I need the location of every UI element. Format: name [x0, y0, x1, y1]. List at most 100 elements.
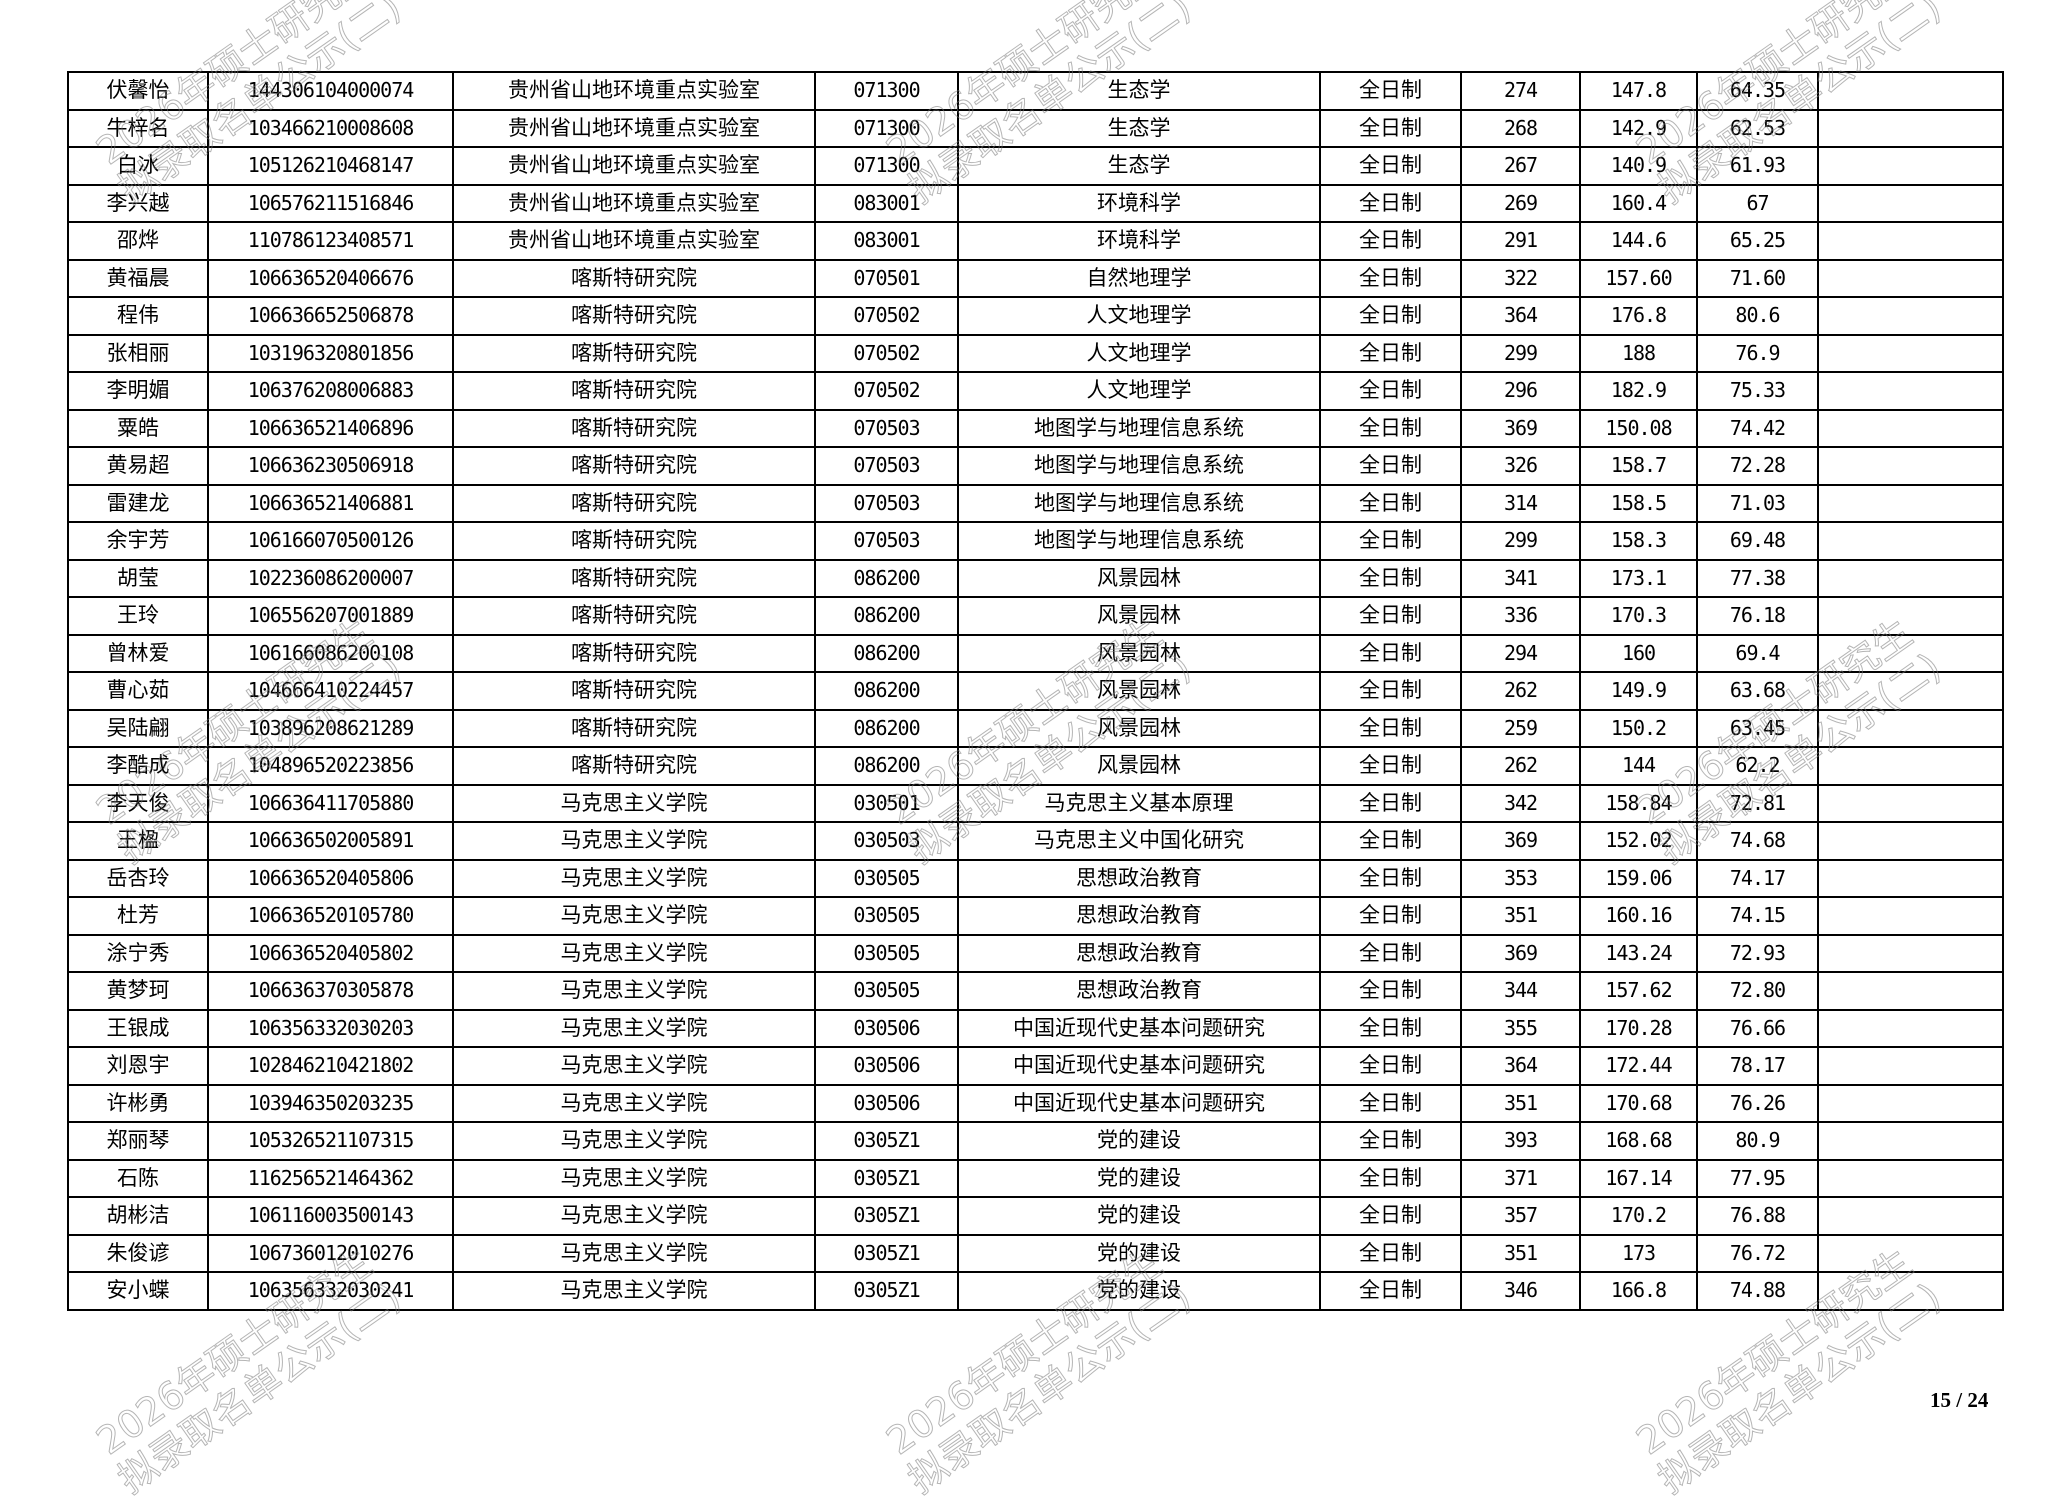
cell-remark [1817, 971, 2004, 1011]
cell-name: 李酷成 [67, 746, 209, 786]
cell-initial-score: 341 [1460, 558, 1581, 598]
cell-remark [1817, 821, 2004, 861]
cell-final-score: 76.9 [1696, 333, 1819, 373]
table-row: 黄易超 106636230506918 喀斯特研究院 070503 地图学与地理信息系统… [67, 446, 2004, 486]
cell-name: 张相丽 [67, 333, 209, 373]
cell-initial-score: 369 [1460, 933, 1581, 973]
cell-name: 安小蝶 [67, 1271, 209, 1311]
cell-major-name: 党的建设 [957, 1271, 1321, 1311]
cell-major-name: 环境科学 [957, 221, 1321, 261]
cell-major-code: 030503 [814, 821, 959, 861]
cell-remark [1817, 1196, 2004, 1236]
cell-study-mode: 全日制 [1319, 596, 1462, 636]
cell-name: 石陈 [67, 1158, 209, 1198]
cell-initial-score: 274 [1460, 71, 1581, 111]
cell-major-code: 083001 [814, 221, 959, 261]
cell-remark [1817, 708, 2004, 748]
cell-major-code: 030506 [814, 1046, 959, 1086]
cell-major-name: 党的建设 [957, 1158, 1321, 1198]
cell-final-score: 61.93 [1696, 146, 1819, 186]
cell-study-mode: 全日制 [1319, 858, 1462, 898]
cell-remark [1817, 1271, 2004, 1311]
cell-major-code: 070503 [814, 521, 959, 561]
cell-study-mode: 全日制 [1319, 521, 1462, 561]
cell-final-score: 65.25 [1696, 221, 1819, 261]
cell-name: 牛梓名 [67, 108, 209, 148]
cell-total-score: 158.3 [1579, 521, 1698, 561]
cell-major-name: 生态学 [957, 71, 1321, 111]
cell-department: 马克思主义学院 [452, 896, 816, 936]
cell-total-score: 173 [1579, 1233, 1698, 1273]
cell-name: 胡莹 [67, 558, 209, 598]
cell-remark [1817, 1233, 2004, 1273]
cell-total-score: 159.06 [1579, 858, 1698, 898]
cell-initial-score: 299 [1460, 333, 1581, 373]
cell-exam-id: 106736012010276 [207, 1233, 454, 1273]
cell-exam-id: 103896208621289 [207, 708, 454, 748]
cell-initial-score: 364 [1460, 296, 1581, 336]
cell-initial-score: 371 [1460, 1158, 1581, 1198]
cell-name: 邵烨 [67, 221, 209, 261]
cell-major-name: 自然地理学 [957, 258, 1321, 298]
cell-total-score: 172.44 [1579, 1046, 1698, 1086]
cell-major-code: 070501 [814, 258, 959, 298]
cell-department: 马克思主义学院 [452, 1121, 816, 1161]
cell-department: 马克思主义学院 [452, 821, 816, 861]
cell-study-mode: 全日制 [1319, 108, 1462, 148]
cell-final-score: 69.48 [1696, 521, 1819, 561]
cell-exam-id: 103946350203235 [207, 1083, 454, 1123]
cell-name: 吴陆翩 [67, 708, 209, 748]
cell-study-mode: 全日制 [1319, 746, 1462, 786]
cell-study-mode: 全日制 [1319, 1196, 1462, 1236]
cell-major-code: 070503 [814, 483, 959, 523]
table-row: 石陈 116256521464362 马克思主义学院 0305Z1 党的建设 全日制 371… [67, 1158, 2004, 1198]
cell-major-name: 党的建设 [957, 1121, 1321, 1161]
cell-initial-score: 269 [1460, 183, 1581, 223]
cell-remark [1817, 558, 2004, 598]
cell-final-score: 74.88 [1696, 1271, 1819, 1311]
cell-total-score: 170.68 [1579, 1083, 1698, 1123]
cell-initial-score: 344 [1460, 971, 1581, 1011]
cell-major-name: 党的建设 [957, 1196, 1321, 1236]
cell-exam-id: 104896520223856 [207, 746, 454, 786]
table-row: 杜芳 106636520105780 马克思主义学院 030505 思想政治教育 全日制 3… [67, 896, 2004, 936]
cell-department: 贵州省山地环境重点实验室 [452, 146, 816, 186]
cell-major-name: 中国近现代史基本问题研究 [957, 1046, 1321, 1086]
table-row: 张相丽 103196320801856 喀斯特研究院 070502 人文地理学 全日制 29… [67, 333, 2004, 373]
cell-total-score: 168.68 [1579, 1121, 1698, 1161]
cell-name: 许彬勇 [67, 1083, 209, 1123]
cell-major-name: 地图学与地理信息系统 [957, 521, 1321, 561]
cell-remark [1817, 221, 2004, 261]
cell-major-name: 人文地理学 [957, 333, 1321, 373]
cell-name: 白冰 [67, 146, 209, 186]
cell-department: 贵州省山地环境重点实验室 [452, 108, 816, 148]
cell-initial-score: 351 [1460, 896, 1581, 936]
cell-initial-score: 326 [1460, 446, 1581, 486]
cell-name: 程伟 [67, 296, 209, 336]
cell-department: 喀斯特研究院 [452, 708, 816, 748]
table-row: 李酷成 104896520223856 喀斯特研究院 086200 风景园林 全日制 262… [67, 746, 2004, 786]
cell-name: 朱俊谚 [67, 1233, 209, 1273]
table-row: 牛梓名 103466210008608 贵州省山地环境重点实验室 071300 生态学全… [67, 108, 2004, 148]
cell-exam-id: 106636520406676 [207, 258, 454, 298]
cell-remark [1817, 371, 2004, 411]
table-row: 王玲 106556207001889 喀斯特研究院 086200 风景园林 全日制 336 1… [67, 596, 2004, 636]
cell-initial-score: 346 [1460, 1271, 1581, 1311]
cell-final-score: 74.42 [1696, 408, 1819, 448]
cell-final-score: 72.81 [1696, 783, 1819, 823]
cell-major-code: 030505 [814, 971, 959, 1011]
cell-department: 贵州省山地环境重点实验室 [452, 71, 816, 111]
cell-major-name: 风景园林 [957, 596, 1321, 636]
cell-exam-id: 102236086200007 [207, 558, 454, 598]
cell-study-mode: 全日制 [1319, 1121, 1462, 1161]
cell-major-code: 086200 [814, 633, 959, 673]
cell-department: 喀斯特研究院 [452, 258, 816, 298]
table-body: 伏馨怡 144306104000074 贵州省山地环境重点实验室 071300 生态学全… [67, 71, 2004, 1311]
cell-study-mode: 全日制 [1319, 933, 1462, 973]
cell-study-mode: 全日制 [1319, 1083, 1462, 1123]
cell-exam-id: 106166086200108 [207, 633, 454, 673]
cell-initial-score: 369 [1460, 821, 1581, 861]
cell-department: 马克思主义学院 [452, 1083, 816, 1123]
table-row: 李明媚 106376208006883 喀斯特研究院 070502 人文地理学 全日制 29… [67, 371, 2004, 411]
table-row: 曹心茹 104666410224457 喀斯特研究院 086200 风景园林 全日制 262… [67, 671, 2004, 711]
